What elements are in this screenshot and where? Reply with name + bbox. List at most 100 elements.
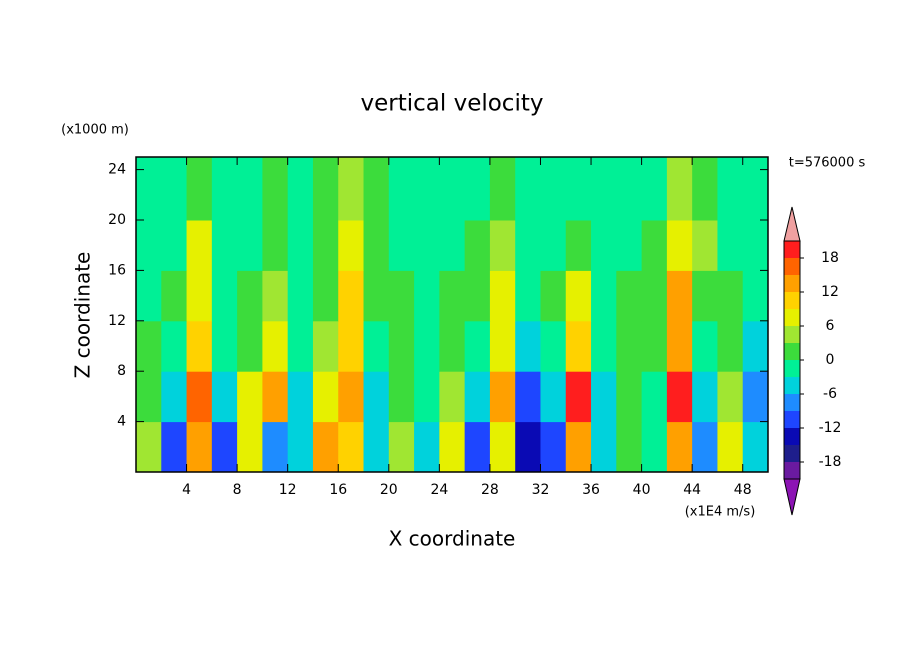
- colorbar-segment: [784, 428, 800, 445]
- cell: [136, 421, 162, 473]
- cell: [742, 157, 769, 221]
- cell: [616, 421, 643, 473]
- cell: [262, 220, 289, 271]
- cell: [414, 371, 440, 423]
- cell: [312, 371, 339, 423]
- cell: [591, 421, 617, 473]
- cell: [616, 320, 643, 372]
- cell: [211, 320, 238, 372]
- cell: [363, 270, 390, 322]
- cell: [136, 157, 162, 221]
- colorbar-tick-label: -12: [819, 420, 842, 436]
- cell: [742, 421, 769, 473]
- cell: [540, 421, 567, 473]
- cell: [591, 157, 617, 221]
- cell: [515, 157, 541, 221]
- cell: [161, 220, 188, 271]
- cell: [616, 270, 643, 322]
- x-tick-label: 48: [734, 482, 752, 498]
- cell: [237, 220, 263, 271]
- cell: [692, 421, 718, 473]
- cell: [439, 157, 466, 221]
- x-tick-label: 36: [582, 482, 600, 498]
- cell: [565, 157, 592, 221]
- cell: [515, 270, 541, 322]
- cell: [717, 371, 744, 423]
- cell: [186, 220, 213, 271]
- cell: [136, 320, 162, 372]
- cell: [464, 371, 491, 423]
- colorbar-segment: [784, 258, 800, 275]
- x-axis-label: X coordinate: [389, 527, 516, 551]
- cell: [186, 157, 213, 221]
- cell: [717, 270, 744, 322]
- colorbar-tick-label: 0: [826, 352, 835, 368]
- cell: [666, 371, 693, 423]
- cell: [262, 157, 289, 221]
- cell: [591, 320, 617, 372]
- cell: [540, 220, 567, 271]
- cell: [237, 270, 263, 322]
- x-tick-label: 32: [532, 482, 550, 498]
- cell: [262, 320, 289, 372]
- y-tick-label: 16: [108, 262, 126, 278]
- cell: [666, 220, 693, 271]
- cell: [414, 320, 440, 372]
- cell: [414, 220, 440, 271]
- x-tick-label: 20: [380, 482, 398, 498]
- cell: [211, 270, 238, 322]
- cell: [388, 270, 415, 322]
- cell: [591, 371, 617, 423]
- cell: [186, 421, 213, 473]
- cell: [666, 157, 693, 221]
- cell: [161, 157, 188, 221]
- cell: [666, 320, 693, 372]
- cell: [515, 220, 541, 271]
- colorbar-tick-label: 12: [821, 284, 839, 300]
- cell: [515, 371, 541, 423]
- cell: [692, 270, 718, 322]
- cell: [565, 371, 592, 423]
- cell: [616, 371, 643, 423]
- cell: [237, 157, 263, 221]
- cell: [186, 320, 213, 372]
- y-unit: (x1000 m): [61, 123, 129, 138]
- x-tick-label: 40: [633, 482, 651, 498]
- cell: [414, 270, 440, 322]
- plot-frame: [135, 156, 769, 473]
- colorbar-tick-label: 18: [821, 250, 839, 266]
- cell: [287, 220, 314, 271]
- cell: [616, 157, 643, 221]
- cell: [338, 320, 365, 372]
- cell: [363, 421, 390, 473]
- cell: [414, 157, 440, 221]
- cell: [489, 371, 516, 423]
- cell: [262, 270, 289, 322]
- cell: [312, 421, 339, 473]
- y-tick-label: 24: [108, 162, 126, 178]
- colorbar-segment: [784, 377, 800, 394]
- annotation: t=576000 s: [789, 156, 866, 171]
- cell: [211, 220, 238, 271]
- cell: [388, 371, 415, 423]
- cell: [666, 270, 693, 322]
- cell: [742, 220, 769, 271]
- colorbar-segment: [784, 309, 800, 326]
- cell: [540, 320, 567, 372]
- y-tick-label: 4: [117, 414, 126, 430]
- chart-title: vertical velocity: [361, 91, 544, 117]
- cell: [439, 220, 466, 271]
- cell: [363, 371, 390, 423]
- cell: [540, 371, 567, 423]
- cell: [363, 220, 390, 271]
- colorbar-segment: [784, 394, 800, 411]
- cell: [136, 270, 162, 322]
- cell: [489, 220, 516, 271]
- cell: [262, 371, 289, 423]
- x-tick-label: 12: [279, 482, 297, 498]
- cell: [717, 157, 744, 221]
- cell: [136, 371, 162, 423]
- cell: [338, 220, 365, 271]
- cell: [312, 157, 339, 221]
- cell: [287, 157, 314, 221]
